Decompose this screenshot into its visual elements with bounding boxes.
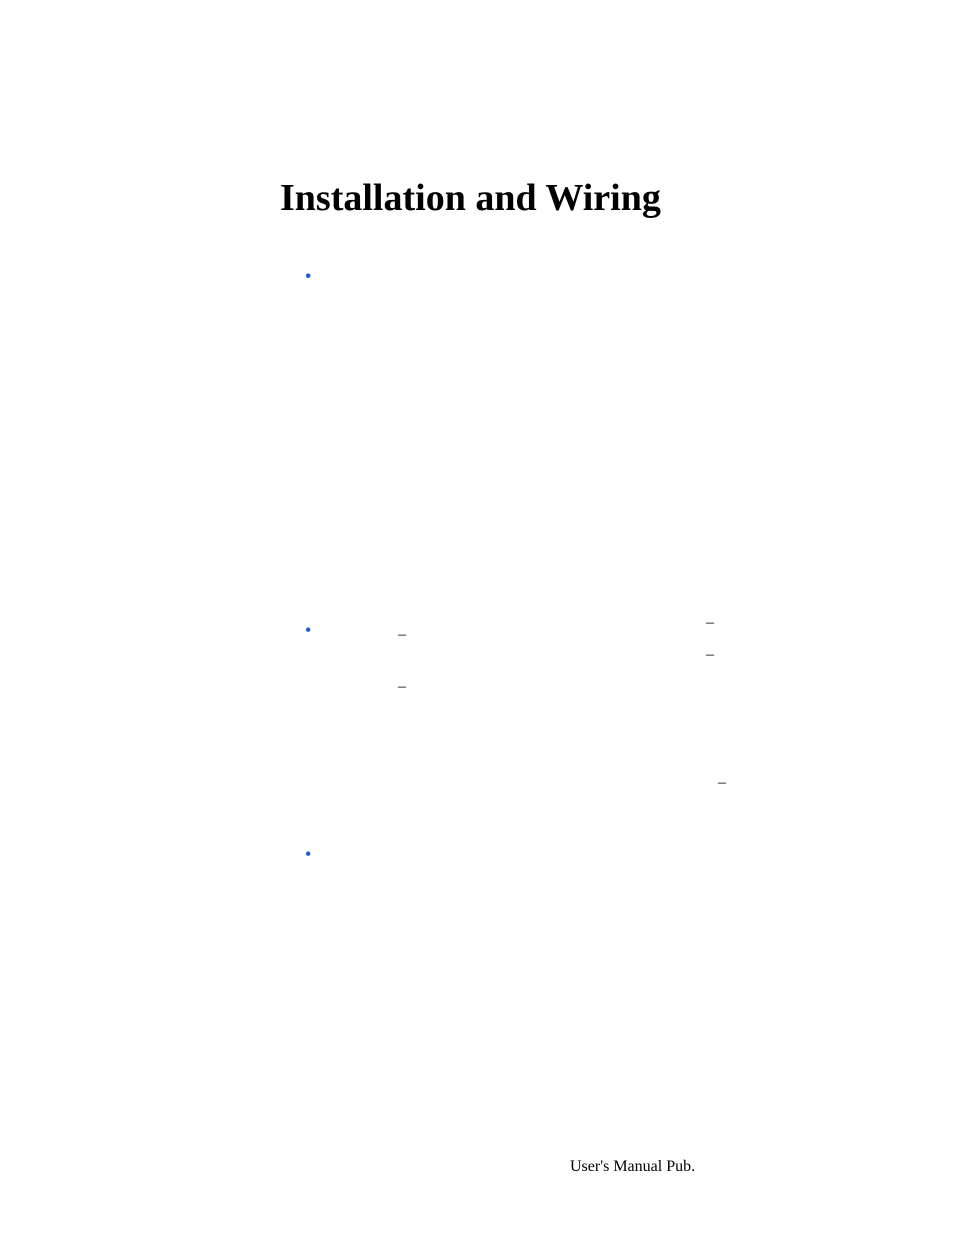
dash-glyph: – [706, 614, 714, 632]
page-title: Installation and Wiring [280, 176, 661, 220]
dash-glyph: – [718, 774, 726, 792]
document-page: Installation and Wiring – – – – – User's… [0, 0, 954, 1235]
dash-glyph: – [398, 626, 406, 644]
dash-glyph: – [398, 678, 406, 696]
footer-text: User's Manual Pub. [570, 1158, 695, 1176]
dash-glyph: – [706, 646, 714, 664]
